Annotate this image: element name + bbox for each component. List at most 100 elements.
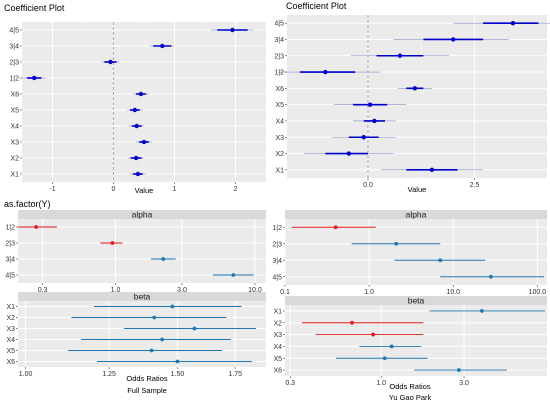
row-label: 1|2 — [274, 70, 284, 77]
facet-strip — [285, 296, 547, 305]
row-label: X4 — [6, 337, 15, 344]
x-tick-label: 1.25 — [102, 371, 116, 378]
x-tick-label: 100.0 — [529, 289, 547, 296]
x-axis-title: Odds Ratios — [389, 382, 431, 391]
row-label: X6 — [6, 359, 15, 366]
x-tick-label: 0.3 — [285, 380, 295, 387]
row-label: 2|3 — [272, 241, 282, 248]
coef-plot-title: Coefficient Plot — [4, 3, 65, 13]
estimate-point-X1 — [429, 167, 435, 173]
odds-ratio-point-X6 — [456, 368, 461, 372]
facet-beta: beta X1 X2 X3 X4 X5 X6 1.00 1.25 1.50 1.75 — [6, 292, 266, 378]
row-label: X1 — [275, 167, 284, 174]
odds-plot-title: as.factor(Y) — [4, 199, 51, 209]
odds-ratio-point-2|3 — [110, 241, 115, 245]
row-label: X6 — [275, 86, 284, 93]
row-label: X1 — [273, 308, 282, 315]
odds-ratio-point-3|4 — [161, 257, 166, 261]
estimate-point-X1 — [135, 171, 141, 177]
odds-ratio-point-X2 — [152, 315, 157, 320]
plot-panel — [285, 305, 547, 376]
x-tick-label: 2 — [234, 186, 238, 193]
x-axis-title: Value — [135, 186, 154, 195]
estimate-point-X3 — [361, 135, 366, 140]
row-label: 3|4 — [272, 258, 282, 265]
odds-ratio-point-X5 — [382, 356, 387, 361]
row-label: 3|4 — [9, 44, 19, 51]
estimate-point-3|4 — [160, 43, 165, 49]
row-label: 1|2 — [5, 225, 15, 232]
estimate-point-1|2 — [32, 75, 37, 81]
odds-ratio-point-1|2 — [34, 225, 39, 229]
x-tick-label: 1.0 — [111, 287, 121, 294]
x-tick-label: 0.3 — [38, 287, 48, 294]
estimate-point-X3 — [141, 139, 147, 145]
x-tick-label: 3.0 — [177, 287, 187, 294]
facet-strip — [18, 210, 266, 219]
x-axis-title: Value — [408, 185, 427, 194]
row-label: X2 — [10, 156, 19, 163]
facet-strip-label: alpha — [132, 210, 153, 220]
x-tick-label: 1.75 — [228, 371, 242, 378]
estimate-point-3|4 — [451, 37, 456, 42]
row-label: 1|2 — [9, 76, 19, 83]
coef-plot-title: Coefficient Plot — [286, 1, 347, 11]
odds-ratio-point-3|4 — [438, 258, 443, 263]
estimate-point-X5 — [132, 107, 138, 113]
row-label: X4 — [275, 118, 284, 125]
odds-ratio-point-X4 — [160, 337, 165, 342]
estimate-point-1|2 — [323, 69, 328, 75]
plot-panel — [285, 219, 547, 285]
row-label: 2|3 — [5, 241, 15, 248]
coef-plot-2: Coefficient Plot 4|5 3|4 2|3 1|2 X6 X5 X4 X3 X2 X1… — [274, 1, 550, 194]
facet-alpha: alpha 1|2 2|3 3|4 4|5 0.1 1.0 10.0 100.0 — [272, 210, 547, 296]
facet-strip — [285, 210, 547, 219]
odds-ratio-point-X1 — [170, 304, 175, 309]
x-tick-label: 1.50 — [171, 371, 185, 378]
plot-panel — [18, 301, 266, 367]
facet-alpha: alpha 1|2 2|3 3|4 4|5 0.3 1.0 3.0 10.0 — [5, 210, 266, 294]
row-label: X3 — [273, 332, 282, 339]
x-axis-title: Odds Ratios — [126, 374, 168, 383]
estimate-point-X5 — [367, 102, 373, 107]
row-label: X2 — [6, 315, 15, 322]
estimate-point-X6 — [138, 91, 144, 97]
row-label: X2 — [275, 151, 284, 158]
row-label: X4 — [10, 124, 19, 131]
row-label: 2|3 — [274, 53, 284, 60]
odds-ratio-point-4|5 — [231, 273, 236, 277]
x-tick-label: 0 — [112, 186, 116, 193]
x-tick-label: 0.0 — [363, 182, 373, 189]
odds-ratio-point-X4 — [389, 344, 394, 349]
row-label: X6 — [10, 92, 19, 99]
sample-caption: Full Sample — [127, 386, 167, 395]
row-label: 4|5 — [274, 21, 284, 28]
estimate-point-X6 — [412, 86, 418, 91]
odds-ratio-point-X3 — [371, 332, 376, 337]
odds-ratio-point-1|2 — [333, 225, 338, 230]
row-label: X2 — [273, 320, 282, 327]
row-label: X5 — [6, 348, 15, 355]
plot-panel — [18, 219, 266, 283]
estimate-point-4|5 — [510, 20, 516, 26]
facet-strip-label: beta — [408, 296, 425, 306]
facet-beta: beta X1 X2 X3 X4 X5 X60.3 1.0 3.0 — [273, 296, 547, 387]
x-tick-label: 10.0 — [248, 287, 262, 294]
row-label: 4|5 — [272, 274, 282, 281]
row-label: 3|4 — [274, 37, 284, 44]
odds-ratio-point-4|5 — [488, 274, 493, 279]
row-label: 1|2 — [272, 225, 282, 232]
estimate-point-X2 — [133, 155, 139, 161]
estimate-point-2|3 — [108, 59, 113, 65]
estimate-point-X4 — [372, 118, 377, 124]
odds-ratio-point-2|3 — [394, 241, 399, 246]
x-tick-label: 1.00 — [19, 371, 33, 378]
facet-strip-label: beta — [134, 292, 151, 302]
row-label: X3 — [6, 326, 15, 333]
odds-ratio-point-X6 — [175, 359, 180, 364]
row-label: X3 — [10, 140, 19, 147]
x-tick-label: 10.0 — [446, 289, 460, 296]
x-tick-label: 2.5 — [470, 182, 480, 189]
x-tick-label: -1 — [49, 186, 55, 193]
row-label: X5 — [275, 102, 284, 109]
